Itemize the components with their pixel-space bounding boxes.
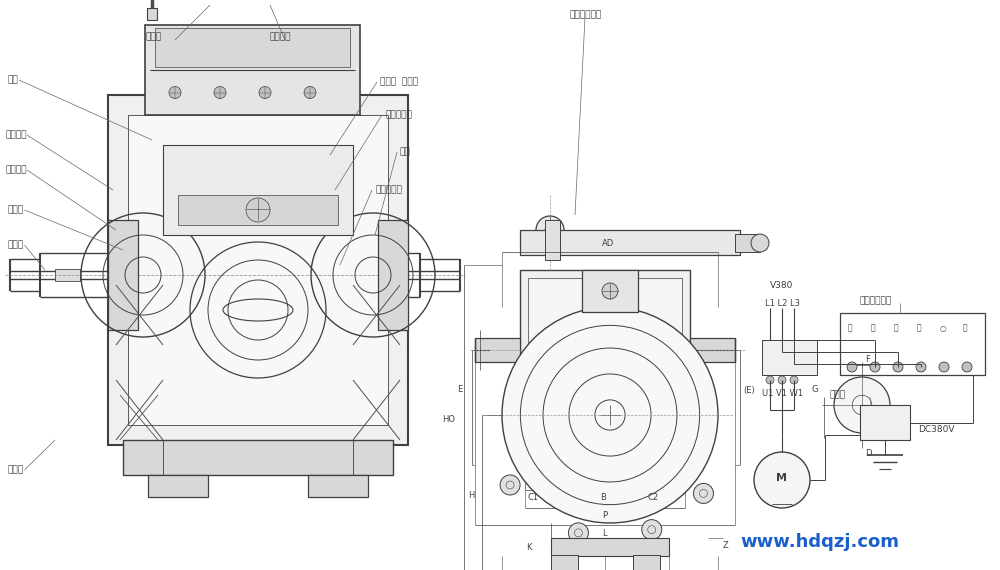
Bar (551, 555, 578, 570)
Bar (660, 477, 670, 485)
Text: 焊接壳体: 焊接壳体 (5, 131, 26, 140)
Text: 接线盒盖: 接线盒盖 (270, 32, 292, 42)
Circle shape (962, 362, 972, 372)
Circle shape (893, 362, 903, 372)
Circle shape (790, 376, 798, 384)
Bar (163, 145, 353, 235)
Circle shape (602, 283, 618, 299)
Circle shape (834, 377, 890, 433)
Bar (762, 340, 817, 375)
Text: H: H (468, 491, 474, 499)
Bar (178, 195, 338, 225)
Text: 接线柱  整流器: 接线柱 整流器 (380, 78, 418, 87)
Circle shape (259, 87, 271, 99)
Bar (515, 430, 695, 465)
Bar (860, 405, 910, 440)
Bar (582, 270, 638, 312)
Bar (633, 555, 660, 570)
Text: 深沟球轴承: 深沟球轴承 (375, 185, 402, 194)
Circle shape (939, 362, 949, 372)
Text: 盘式制动器: 盘式制动器 (385, 111, 412, 120)
Text: K: K (526, 544, 532, 552)
Bar (528, 278, 682, 422)
Bar (540, 477, 550, 485)
Text: D: D (865, 449, 872, 458)
Text: ～: ～ (871, 324, 876, 332)
Text: 手动制式手柄: 手动制式手柄 (570, 10, 602, 19)
Text: www.hdqzj.com: www.hdqzj.com (740, 533, 899, 551)
Text: 一: 一 (963, 324, 968, 332)
Bar (108, 220, 138, 330)
Bar (108, 95, 408, 445)
Bar (155, 28, 350, 67)
Text: Z: Z (723, 542, 729, 551)
Bar (520, 230, 740, 255)
Text: U1 V1 W1: U1 V1 W1 (762, 389, 803, 397)
Circle shape (500, 475, 520, 495)
Bar (128, 115, 388, 425)
Text: G: G (812, 385, 818, 394)
Circle shape (754, 452, 810, 508)
Circle shape (169, 87, 181, 99)
Bar (570, 477, 580, 485)
Text: M: M (776, 473, 787, 483)
Circle shape (214, 87, 226, 99)
Text: ○: ○ (940, 324, 947, 332)
Bar (520, 270, 690, 430)
Circle shape (246, 198, 270, 222)
Text: 制动器: 制动器 (830, 390, 846, 400)
Text: ＋: ＋ (917, 324, 922, 332)
Text: 制动轴: 制动轴 (8, 241, 24, 250)
Circle shape (642, 520, 662, 540)
Bar (55, 269, 80, 281)
Text: F: F (865, 355, 870, 364)
Circle shape (502, 307, 718, 523)
Text: 手柄: 手柄 (8, 75, 19, 84)
Text: L1 L2 L3: L1 L2 L3 (765, 299, 800, 307)
Circle shape (916, 362, 926, 372)
Circle shape (751, 234, 769, 252)
Text: (E): (E) (743, 385, 755, 394)
Bar (123, 440, 393, 475)
Text: HO: HO (442, 416, 455, 425)
Bar (308, 475, 368, 497)
Text: DC380V: DC380V (918, 425, 954, 434)
Bar (840, 313, 985, 375)
Text: V380: V380 (770, 280, 793, 290)
Circle shape (536, 216, 564, 244)
Circle shape (847, 362, 857, 372)
Text: E: E (457, 385, 462, 394)
Text: 焊接端盖: 焊接端盖 (5, 165, 26, 174)
Bar (145, 25, 360, 115)
Bar (540, 463, 670, 485)
Bar (147, 8, 157, 20)
Circle shape (778, 376, 786, 384)
Text: ～: ～ (894, 324, 899, 332)
Bar (475, 338, 520, 362)
Text: L: L (602, 528, 607, 538)
Circle shape (870, 362, 880, 372)
Bar (630, 477, 640, 485)
Text: 花键套: 花键套 (8, 466, 24, 474)
Circle shape (693, 483, 713, 503)
Bar (735, 234, 760, 252)
Text: －: － (848, 324, 853, 332)
Circle shape (568, 523, 588, 543)
Text: C2: C2 (648, 494, 659, 503)
Text: C1: C1 (528, 494, 539, 503)
Bar (551, 538, 669, 556)
Text: 箱盖: 箱盖 (400, 148, 411, 157)
Text: B: B (600, 494, 606, 503)
Circle shape (304, 87, 316, 99)
Text: 接线盒: 接线盒 (145, 32, 161, 42)
Text: P: P (602, 511, 607, 520)
Text: AD: AD (602, 239, 614, 249)
Text: 半波整流装置: 半波整流装置 (860, 296, 892, 306)
Bar (148, 475, 208, 497)
Text: 轴承盖: 轴承盖 (8, 206, 24, 214)
Bar (690, 338, 735, 362)
Circle shape (766, 376, 774, 384)
Bar (378, 220, 408, 330)
Bar (545, 220, 560, 260)
